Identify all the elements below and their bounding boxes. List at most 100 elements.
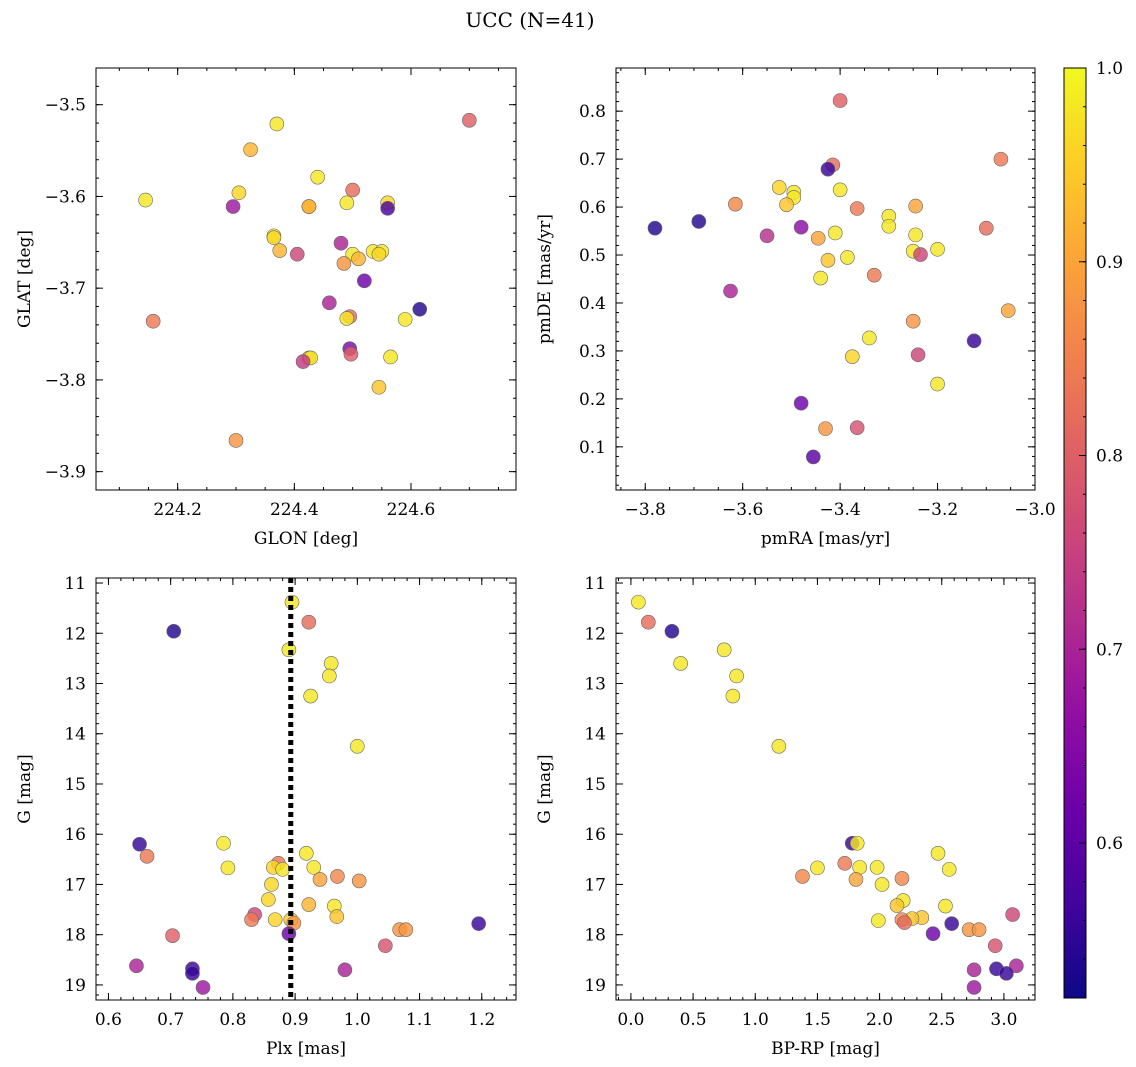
- data-point: [728, 196, 743, 212]
- data-point: [195, 980, 211, 995]
- data-point: [673, 656, 688, 671]
- plot-frame: [615, 577, 1036, 1001]
- data-point: [723, 283, 738, 299]
- x-tick-label: 1.0: [344, 1010, 371, 1030]
- data-point: [832, 182, 848, 198]
- y-tick-label: 19: [64, 976, 86, 996]
- data-point: [897, 915, 912, 930]
- data-point: [930, 376, 945, 392]
- data-point: [664, 623, 680, 639]
- data-point: [908, 198, 923, 214]
- data-point: [471, 916, 486, 931]
- x-tick-label: 0.9: [282, 1010, 309, 1030]
- data-point: [966, 333, 982, 349]
- data-point: [779, 197, 794, 212]
- data-point: [351, 251, 366, 267]
- x-tick-label: 1.0: [742, 1010, 769, 1030]
- data-point: [301, 897, 317, 912]
- data-point: [264, 877, 279, 892]
- data-point: [913, 247, 928, 262]
- data-point: [272, 243, 288, 258]
- y-tick-label: 0.5: [579, 246, 606, 266]
- data-point: [813, 270, 828, 286]
- data-point: [941, 862, 957, 877]
- data-point: [132, 836, 147, 852]
- y-tick-label: 17: [584, 875, 606, 895]
- y-tick-label: 15: [584, 775, 606, 795]
- data-point: [716, 642, 732, 658]
- data-point: [343, 346, 359, 362]
- colorbar: 0.6 0.7 0.8 0.9 1.0: [1063, 59, 1123, 999]
- data-point: [793, 395, 809, 411]
- data-point: [333, 235, 349, 251]
- data-point: [322, 668, 337, 684]
- data-point: [1005, 907, 1020, 922]
- x-tick-label: −3.8: [625, 500, 666, 520]
- x-tick-label: 2.5: [928, 1010, 955, 1030]
- data-point: [371, 246, 387, 262]
- x-axis-label: BP-RP [mag]: [771, 1039, 880, 1059]
- panel-2: −3.8 −3.6 −3.4 −3.2 −3.0 0.1 0.2 0.3 0.4 0.5 0.6 0.…: [535, 67, 1056, 549]
- x-tick-label: 3.0: [990, 1010, 1017, 1030]
- data-point: [987, 938, 1003, 954]
- data-point: [339, 195, 355, 211]
- data-point: [849, 201, 865, 216]
- y-tick-label: 0.1: [579, 438, 606, 458]
- y-tick-label: 13: [584, 675, 606, 695]
- points-layer: [631, 594, 1024, 995]
- data-point: [837, 856, 853, 871]
- y-tick-label: 0.3: [579, 342, 606, 362]
- data-point: [380, 201, 395, 216]
- y-tick-label: 0.7: [579, 150, 606, 170]
- data-point: [166, 623, 182, 639]
- data-point: [938, 898, 953, 914]
- data-point: [165, 928, 180, 943]
- data-point: [337, 962, 353, 978]
- data-point: [691, 214, 707, 229]
- data-point: [925, 926, 941, 941]
- colorbar-tick-label: 0.6: [1096, 834, 1123, 854]
- y-tick-label: −3.8: [45, 371, 86, 391]
- x-axis-label: pmRA [mas/yr]: [761, 529, 890, 549]
- y-tick-label: 17: [64, 875, 86, 895]
- plot-frame: [95, 577, 517, 1001]
- data-point: [866, 267, 882, 283]
- data-point: [397, 312, 413, 327]
- data-point: [844, 349, 860, 364]
- data-point: [999, 966, 1014, 981]
- y-tick-label: 0.8: [579, 102, 606, 122]
- data-point: [228, 433, 244, 448]
- data-point: [806, 449, 821, 465]
- scatter-panels: 224.2 224.4 224.6 −3.5 −3.6 −3.7 −3.8 −3.9 GLON …: [15, 67, 1056, 1059]
- data-point: [869, 860, 885, 875]
- y-axis-label: pmDE [mas/yr]: [535, 214, 555, 344]
- data-point: [383, 349, 398, 365]
- data-point: [378, 938, 393, 954]
- data-point: [295, 354, 311, 369]
- data-point: [849, 420, 865, 435]
- y-tick-label: 0.2: [579, 390, 606, 410]
- data-point: [849, 835, 865, 851]
- data-point: [371, 379, 387, 395]
- plot-frame: [615, 67, 1036, 491]
- y-tick-label: 16: [584, 825, 606, 845]
- data-point: [398, 922, 414, 937]
- data-point: [810, 860, 825, 876]
- data-point: [261, 892, 276, 907]
- x-tick-label: 224.4: [270, 500, 319, 520]
- y-tick-label: 15: [64, 775, 86, 795]
- y-axis-label: G [mag]: [535, 754, 555, 823]
- x-tick-label: 224.6: [387, 500, 436, 520]
- data-point: [827, 225, 843, 241]
- y-tick-label: 18: [584, 926, 606, 946]
- data-point: [243, 142, 258, 157]
- data-point: [966, 980, 982, 995]
- data-point: [129, 958, 144, 974]
- data-point: [881, 218, 897, 234]
- data-point: [301, 614, 317, 630]
- data-point: [810, 230, 826, 246]
- x-tick-label: −3.2: [917, 500, 958, 520]
- data-point: [1009, 958, 1024, 974]
- data-point: [312, 872, 328, 887]
